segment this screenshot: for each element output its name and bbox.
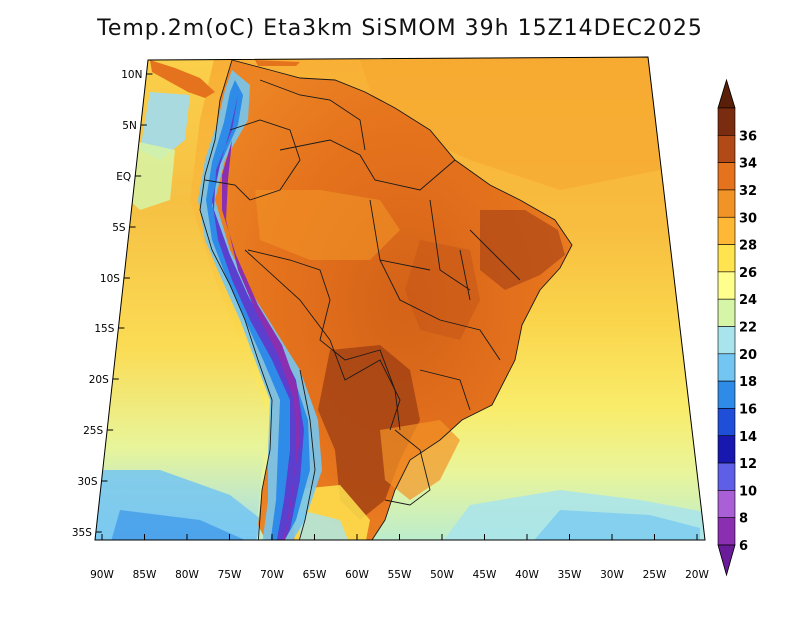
lon-label-13: 25W (643, 569, 667, 581)
colorbar-swatch-3 (717, 189, 736, 218)
colorbar-swatch-4 (717, 216, 736, 245)
colorbar-swatch-12 (717, 435, 736, 464)
colorbar-label-28: 28 (739, 239, 757, 254)
coastline (199, 59, 573, 540)
hot-region-central (405, 240, 480, 340)
lat-label-2: EQ (116, 171, 131, 183)
colorbar-label-36: 36 (739, 129, 757, 144)
lat-label-3: 5S (112, 222, 126, 234)
lon-label-10: 40W (515, 569, 539, 581)
lat-label-4: 10S (100, 273, 120, 285)
colorbar-label-12: 12 (739, 457, 757, 472)
hot-region-northeast (480, 210, 565, 290)
colorbar-swatch-15 (717, 517, 736, 546)
lon-label-3: 75W (218, 569, 242, 581)
colorbar-label-8: 8 (739, 512, 748, 527)
lat-label-8: 30S (77, 476, 97, 488)
border-brazil-north (279, 139, 456, 191)
colorbar-swatch-13 (717, 462, 736, 491)
colorbar-label-34: 34 (739, 157, 757, 172)
border-brazil-west (247, 249, 401, 431)
colorbar-label-18: 18 (739, 375, 757, 390)
north-atlantic-warm (360, 57, 660, 190)
caribbean-islands (255, 60, 300, 66)
border-peru-bolivia (244, 249, 331, 341)
lon-label-7: 55W (388, 569, 412, 581)
lon-label-6: 60W (345, 569, 369, 581)
colorbar-label-20: 20 (739, 348, 757, 363)
colorbar-label-26: 26 (739, 266, 757, 281)
border-bolivia-paraguay (329, 339, 401, 431)
lon-label-0: 90W (90, 569, 114, 581)
colorbar-swatch-8 (717, 326, 736, 355)
lat-label-0: 10N (121, 69, 142, 81)
colorbar-label-22: 22 (739, 321, 757, 336)
latitude-axis: 10N 5N EQ 5S 10S 15S 20S 25S 30S 35S (72, 69, 153, 539)
andes-very-cold-strip (212, 95, 304, 540)
colorbar-label-16: 16 (739, 402, 757, 417)
colorbar-swatch-6 (717, 271, 736, 300)
border-ecuador (204, 179, 251, 201)
colorbar-label-10: 10 (739, 484, 757, 499)
colorbar-label-32: 32 (739, 184, 757, 199)
lon-label-9: 45W (473, 569, 497, 581)
colorbar-label-24: 24 (739, 293, 757, 308)
map-frame (94, 56, 706, 541)
border-colombia (229, 119, 301, 201)
state-borders (369, 199, 521, 411)
lon-label-11: 35W (558, 569, 582, 581)
colorbar-swatch-0 (717, 107, 736, 136)
colorbar-swatch-5 (717, 244, 736, 273)
map-domain (95, 57, 705, 540)
map-title: Temp.2m(oC) Eta3km SiSMOM 39h 15Z14DEC20… (97, 16, 703, 41)
south-pacific-deep-cold (110, 510, 245, 540)
lon-label-8: 50W (430, 569, 454, 581)
patagonia-cold (300, 510, 350, 540)
colorbar-swatch-11 (717, 408, 736, 437)
lon-label-14: 20W (685, 569, 709, 581)
lat-label-1: 5N (122, 120, 137, 132)
lon-label-12: 30W (600, 569, 624, 581)
colorbar-under-arrow (717, 544, 736, 577)
colorbar-swatch-14 (717, 490, 736, 518)
colorbar-swatch-2 (717, 162, 736, 191)
central-america-land (150, 60, 215, 98)
colorbar: 6 8 10 12 14 16 18 20 22 24 26 28 30 32 34 36 (717, 78, 757, 577)
lat-label-6: 20S (89, 374, 109, 386)
colorbar-label-30: 30 (739, 211, 757, 226)
colorbar-swatch-7 (717, 298, 736, 327)
lat-label-5: 15S (94, 323, 114, 335)
lon-label-1: 85W (133, 569, 157, 581)
lon-label-5: 65W (303, 569, 327, 581)
pacific-cool-patch-north (140, 92, 190, 160)
border-argentina-uruguay (384, 429, 431, 506)
colorbar-swatch-10 (717, 380, 736, 409)
colorbar-label-6: 6 (739, 539, 748, 554)
longitude-axis: 90W 85W 80W 75W 70W 65W 60W 55W 50W 45W 40W 35W 30W 2… (90, 534, 709, 581)
border-venezuela (259, 79, 366, 151)
amazon-cooler (255, 190, 400, 260)
colorbar-label-14: 14 (739, 430, 757, 445)
colorbar-swatch-9 (717, 353, 736, 382)
south-atlantic-cool (530, 510, 700, 540)
lon-label-2: 80W (175, 569, 199, 581)
colorbar-swatch-1 (717, 135, 736, 163)
lat-label-9: 35S (72, 527, 92, 539)
country-borders (199, 59, 573, 540)
lon-label-4: 70W (260, 569, 284, 581)
border-argentina-chile (297, 369, 316, 540)
colorbar-over-arrow (717, 78, 736, 109)
lat-label-7: 25S (83, 425, 103, 437)
